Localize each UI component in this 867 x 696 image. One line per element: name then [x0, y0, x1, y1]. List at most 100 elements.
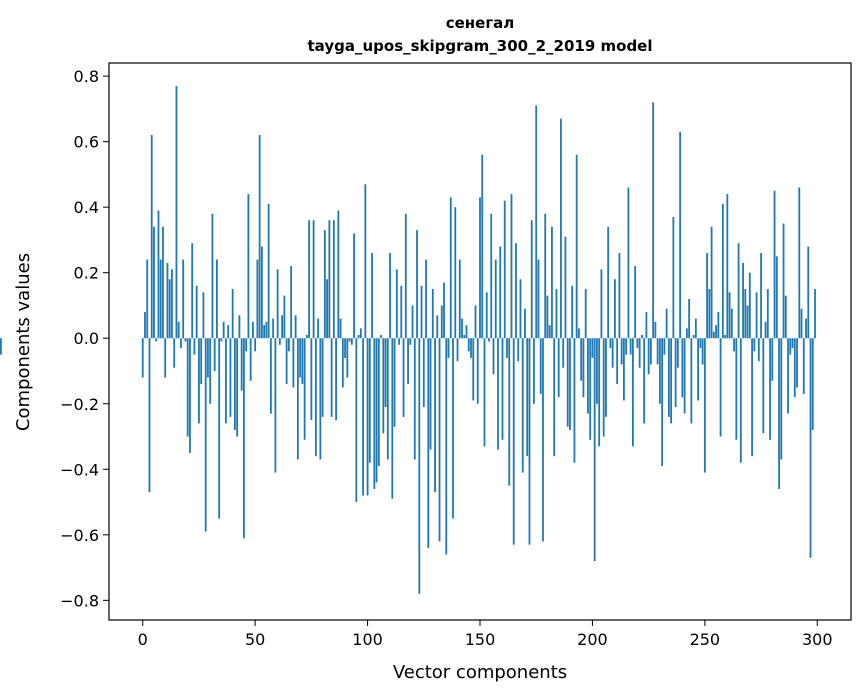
y-tick-label: 0.4 — [74, 198, 99, 217]
bar — [591, 338, 594, 358]
bar — [393, 338, 396, 427]
bar — [521, 338, 524, 473]
chart-subtitle: tayga_upos_skipgram_300_2_2019 model — [308, 37, 653, 55]
bar — [503, 200, 506, 339]
bar — [596, 338, 598, 404]
bar — [589, 338, 592, 440]
bar — [344, 338, 346, 358]
bar — [775, 256, 778, 339]
bar — [654, 321, 657, 339]
bar — [434, 338, 436, 493]
bar — [537, 259, 540, 339]
bar — [753, 338, 756, 352]
bar — [728, 292, 731, 339]
bar — [506, 338, 508, 358]
bar — [674, 338, 677, 408]
bar — [688, 298, 691, 339]
bar — [231, 289, 234, 339]
x-tick-label: 300 — [802, 630, 833, 649]
bar — [222, 321, 225, 339]
bar — [546, 295, 549, 339]
bar — [553, 338, 556, 457]
bar — [247, 194, 250, 339]
bar — [146, 259, 149, 339]
bar — [510, 194, 513, 339]
x-tick-label: 200 — [577, 630, 608, 649]
bar — [285, 338, 288, 385]
bar — [562, 338, 565, 368]
bar — [218, 338, 221, 519]
y-tick-label: −0.8 — [60, 591, 99, 610]
bar — [690, 338, 693, 424]
y-tick-label: −0.4 — [60, 460, 99, 479]
bar — [204, 338, 207, 532]
y-tick-label: 0.6 — [74, 133, 99, 152]
bar — [238, 315, 241, 339]
bar — [645, 312, 648, 339]
bar — [276, 269, 279, 339]
bar — [319, 338, 322, 460]
bar — [748, 272, 751, 339]
bar — [692, 334, 695, 339]
bar — [362, 338, 364, 496]
bar — [811, 338, 814, 430]
bar — [166, 262, 169, 339]
bar — [679, 131, 682, 339]
bar — [483, 338, 486, 447]
x-tick-label: 50 — [245, 630, 265, 649]
bar — [418, 338, 421, 594]
bar — [225, 338, 227, 424]
bar — [524, 308, 526, 339]
x-axis-label: Vector components — [393, 662, 567, 683]
bar — [330, 338, 333, 417]
bar — [778, 338, 780, 489]
x-tick-label: 150 — [465, 630, 496, 649]
bar — [710, 226, 713, 339]
bar — [564, 236, 567, 339]
bar — [180, 338, 182, 349]
bar — [168, 279, 171, 339]
bar — [261, 246, 263, 339]
bar — [607, 226, 610, 339]
bar — [771, 338, 774, 381]
bar — [737, 243, 740, 339]
bar — [611, 338, 614, 368]
bar — [676, 338, 679, 368]
bar — [173, 338, 176, 368]
bar — [164, 338, 167, 378]
bar — [159, 259, 162, 339]
bar — [283, 295, 286, 339]
bar — [587, 338, 589, 414]
bar — [699, 338, 702, 349]
bar — [267, 203, 270, 339]
bar — [413, 338, 416, 460]
bar — [303, 338, 306, 440]
bar — [287, 338, 290, 352]
bar — [616, 338, 619, 385]
x-tick-label: 250 — [690, 630, 721, 649]
bar — [265, 321, 268, 339]
bar — [634, 266, 637, 339]
bar — [733, 338, 735, 352]
bar — [456, 338, 459, 362]
bar — [290, 266, 293, 339]
bar — [512, 338, 515, 545]
y-axis-label: Components values — [13, 253, 34, 431]
bar — [321, 338, 324, 417]
bar — [735, 338, 738, 440]
bar — [211, 213, 214, 339]
bar — [312, 220, 315, 339]
y-tick-label: 0.0 — [74, 329, 99, 348]
bar — [766, 289, 769, 339]
bar — [694, 318, 697, 339]
bar — [701, 338, 704, 365]
bar — [726, 194, 729, 339]
bar — [357, 334, 360, 339]
bar — [800, 308, 803, 339]
bar — [407, 338, 409, 385]
bar — [243, 338, 245, 539]
bar — [620, 338, 623, 365]
bar — [382, 338, 385, 434]
bar — [454, 207, 457, 339]
